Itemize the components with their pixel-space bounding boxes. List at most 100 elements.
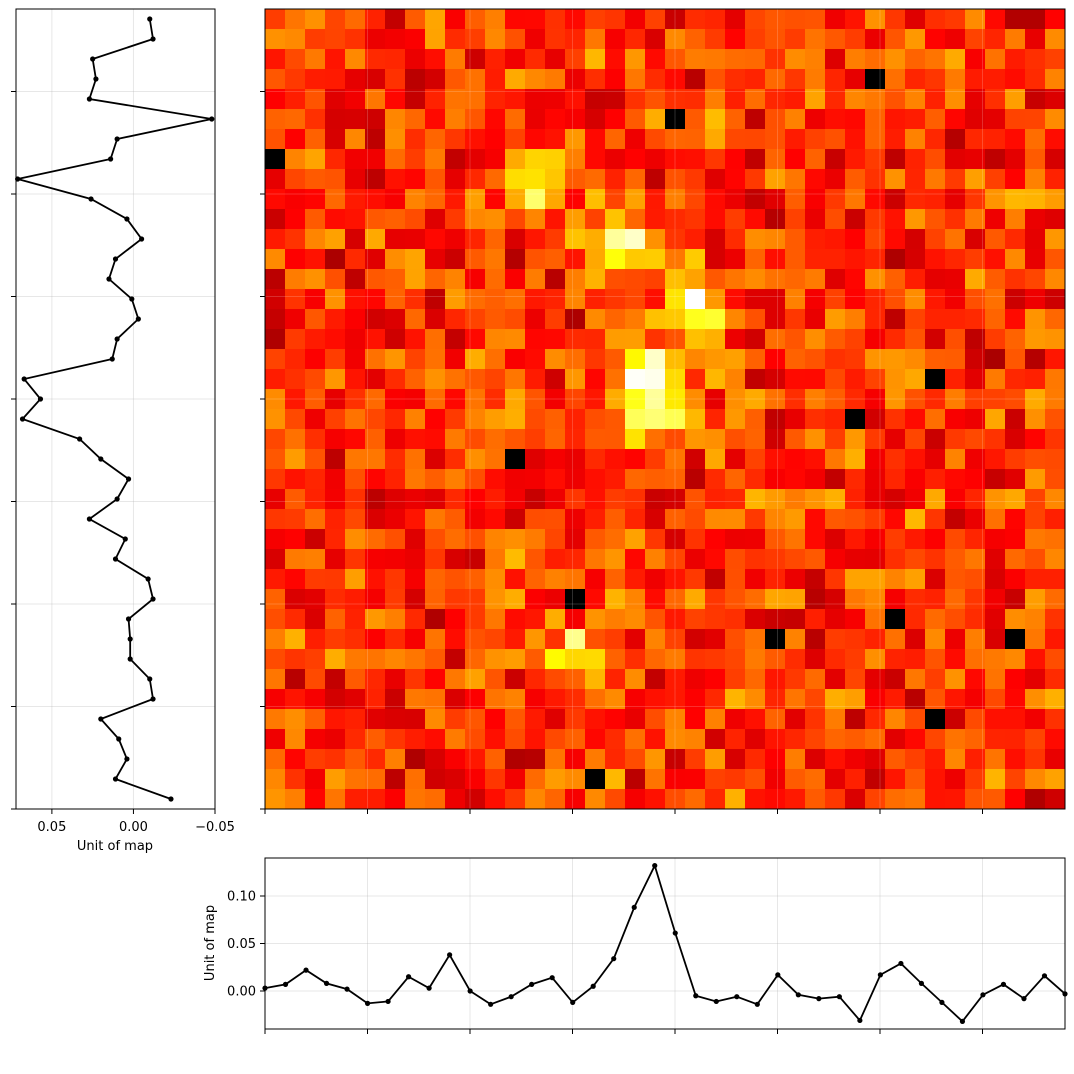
heatmap-cell [885,209,906,230]
heatmap-cell [1005,89,1026,110]
heatmap-cell [645,269,666,290]
heatmap-cell [685,429,706,450]
heatmap-cell [385,649,406,670]
heatmap-cell [445,209,466,230]
heatmap-cell [665,29,686,50]
heatmap-cell [645,589,666,610]
heatmap-cell [1005,29,1026,50]
heatmap-cell [305,689,326,710]
heatmap-cell [445,369,466,390]
heatmap-cell [285,749,306,770]
heatmap-cell [985,749,1006,770]
left-profile-point [98,456,104,462]
heatmap-cell [745,249,766,270]
heatmap-cell [765,349,786,370]
heatmap-cell [745,149,766,170]
heatmap-cell [725,49,746,70]
heatmap-cell [625,29,646,50]
heatmap-cell [405,449,426,470]
heatmap-cell [885,29,906,50]
heatmap-cell [925,209,946,230]
heatmap-cell [745,69,766,90]
heatmap-cell [365,389,386,410]
heatmap-cell [325,269,346,290]
bottom-profile-point [836,994,842,1000]
heatmap-cell [405,409,426,430]
heatmap-cell [925,589,946,610]
heatmap-cell [285,469,306,490]
heatmap-cell [385,709,406,730]
heatmap-cell [605,709,626,730]
heatmap-cell [865,149,886,170]
heatmap-cell [745,469,766,490]
heatmap-cell [485,569,506,590]
heatmap-cell [345,289,366,310]
heatmap-cell [405,149,426,170]
heatmap-cell [925,369,946,390]
heatmap-cell [865,449,886,470]
heatmap-cell [505,409,526,430]
heatmap-cell [925,349,946,370]
heatmap-cell [725,769,746,790]
heatmap-cell [905,649,926,670]
heatmap-cell [985,89,1006,110]
heatmap-cell [1005,549,1026,570]
heatmap-cell [705,549,726,570]
heatmap-cell [825,789,846,810]
heatmap-cell [425,529,446,550]
heatmap-cell [625,229,646,250]
heatmap-cell [545,469,566,490]
heatmap-cell [705,89,726,110]
heatmap-cell [625,789,646,810]
heatmap-cell [645,389,666,410]
heatmap-cell [785,369,806,390]
heatmap-cell [545,109,566,130]
heatmap-cell [325,729,346,750]
heatmap-cell [845,709,866,730]
heatmap-cell [545,569,566,590]
heatmap-cell [385,429,406,450]
heatmap-cell [625,669,646,690]
heatmap-cell [885,169,906,190]
bottom-profile-point [734,994,740,1000]
bottom-ytick-label: 0.10 [227,890,256,905]
heatmap-cell [525,169,546,190]
heatmap-cell [605,149,626,170]
bottom-profile-point [570,999,576,1006]
heatmap-cell [385,29,406,50]
heatmap-cell [565,409,586,430]
bottom-profile-point [693,993,699,999]
heatmap-cell [785,89,806,110]
heatmap-cell [885,369,906,390]
heatmap-cell [365,449,386,470]
heatmap-cell [725,109,746,130]
heatmap-cell [365,129,386,150]
heatmap-cell [1005,109,1026,130]
heatmap-cell [885,449,906,470]
heatmap-cell [765,69,786,90]
heatmap-cell [285,609,306,630]
heatmap-cell [745,369,766,390]
heatmap-cell [305,169,326,190]
heatmap-cell [685,589,706,610]
heatmap-cell [445,9,466,30]
heatmap-cell [925,409,946,430]
heatmap-cell [465,509,486,530]
heatmap-cell [705,169,726,190]
heatmap-cell [805,589,826,610]
heatmap-cell [665,749,686,770]
heatmap-cell [725,449,746,470]
heatmap-cell [745,449,766,470]
heatmap-cell [825,509,846,530]
heatmap-cell [605,749,626,770]
heatmap-cell [1025,369,1046,390]
heatmap-cell [685,149,706,170]
heatmap-cell [645,189,666,210]
heatmap-cell [565,149,586,170]
heatmap-cell [525,769,546,790]
heatmap-cell [685,49,706,70]
heatmap-cell [365,729,386,750]
heatmap-cell [325,69,346,90]
heatmap-cell [805,689,826,710]
heatmap-cell [605,209,626,230]
